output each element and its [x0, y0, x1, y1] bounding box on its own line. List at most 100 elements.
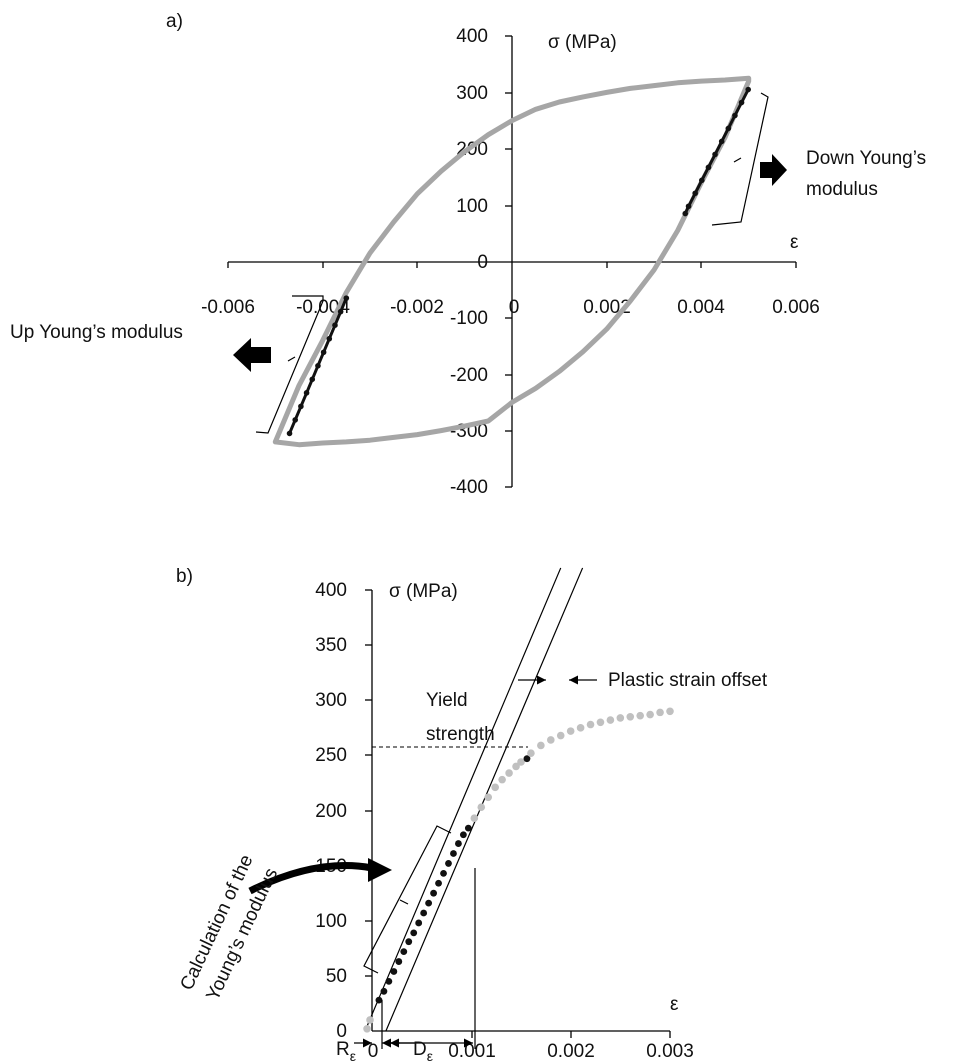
chart-b-y-tick-label: 200 — [315, 801, 347, 822]
chart-b-y-tick-label: 50 — [326, 966, 347, 987]
down-modulus-point — [725, 125, 732, 132]
gray-continuation-point — [512, 762, 520, 771]
panel-b-label: b) — [176, 566, 193, 587]
d-epsilon-sub: ε — [427, 1048, 433, 1063]
young-modulus-points-point — [395, 958, 403, 965]
down-modulus-point — [682, 210, 689, 217]
chart-b-xlabel: ε — [670, 994, 679, 1015]
chart-a-y-tick-label: 300 — [456, 83, 488, 104]
chart-a-x-tick-label: 0.006 — [772, 297, 820, 318]
gray-continuation-point — [517, 758, 525, 766]
up-modulus-point — [332, 322, 338, 329]
young-modulus-points-point — [385, 977, 393, 985]
up-modulus-point — [286, 430, 293, 437]
chart-a: a) σ (MPa) ε -0.006 -0.0 — [10, 11, 926, 498]
down-modulus-point — [699, 177, 705, 184]
young-modulus-points-point — [459, 831, 467, 839]
gray-continuation-point — [491, 783, 499, 792]
down-modulus-point — [738, 99, 745, 106]
young-modulus-points-point — [425, 899, 433, 907]
chart-a-xlabel: ε — [790, 232, 799, 253]
chart-b-x-tick-label: 0.002 — [547, 1041, 595, 1062]
plastic-offset-label: Plastic strain offset — [608, 670, 768, 691]
chart-a-y-tickmarks — [505, 35, 512, 488]
chart-a-x-tick-label: 0 — [509, 297, 520, 318]
gray-plateau-point — [666, 707, 674, 716]
young-modulus-points-point — [405, 938, 413, 946]
down-modulus-point — [692, 190, 698, 197]
gray-continuation-point — [498, 775, 506, 784]
gray-plateau-point — [646, 710, 654, 719]
chart-a-y-tick-label: 400 — [456, 26, 488, 47]
calculation-label: Calculation of the Young’s modulus — [176, 852, 282, 1004]
down-modulus-point — [685, 203, 692, 210]
up-modulus-point — [315, 362, 321, 369]
calculation-arrow-icon — [368, 858, 392, 882]
down-modulus-label-line2: modulus — [806, 179, 878, 200]
gray-plateau-point — [656, 708, 664, 717]
chart-a-x-tick-label: 0.004 — [677, 297, 725, 318]
chart-b-y-tick-label: 350 — [315, 635, 347, 656]
chart-a-x-tickmarks — [227, 262, 797, 268]
young-modulus-points-point — [450, 850, 457, 857]
gray-plateau-point — [527, 749, 535, 757]
up-modulus-point — [320, 349, 327, 356]
chart-b-ylabel: σ (MPa) — [389, 581, 458, 602]
down-modulus-label-line1: Down Young’s — [806, 148, 926, 169]
young-modulus-points-point — [400, 948, 408, 956]
chart-a-x-tick-label: -0.002 — [390, 297, 444, 318]
d-epsilon-main: D — [413, 1039, 427, 1060]
chart-a-ylabel: σ (MPa) — [548, 32, 617, 53]
gray-plateau-point — [616, 714, 625, 722]
gray-start-point — [366, 1016, 374, 1024]
gray-plateau-point — [566, 727, 575, 735]
gray-continuation-point — [477, 803, 486, 811]
offset-line — [385, 567, 584, 1032]
gray-continuation-point — [484, 793, 493, 802]
chart-a-x-ticklabels: -0.006 -0.004 -0.002 0 0.002 0.004 0.006 — [201, 297, 820, 318]
down-modulus-point — [712, 151, 718, 158]
yield-strength-label-line2: strength — [426, 724, 495, 745]
chart-b-x-tick-label: 0 — [368, 1041, 379, 1062]
up-modulus-label: Up Young’s modulus — [10, 322, 183, 343]
gray-continuation-point — [470, 814, 479, 823]
young-modulus-points-point — [410, 929, 418, 937]
r-epsilon-sub: ε — [350, 1048, 356, 1063]
young-modulus-points-point — [440, 869, 447, 877]
r-epsilon-main: R — [336, 1039, 350, 1060]
chart-b-y-ticklabels: 400 350 300 250 200 150 100 50 0 — [315, 580, 347, 1042]
chart-b-x-ticklabels: 0 0.001 0.002 0.003 — [368, 1041, 694, 1062]
young-modulus-points-point — [445, 860, 452, 867]
r-epsilon-label: Rε — [336, 1039, 356, 1063]
up-modulus-arrow-icon — [233, 338, 271, 372]
chart-b-y-tick-label: 0 — [336, 1021, 347, 1042]
chart-b-y-tick-label: 300 — [315, 690, 347, 711]
chart-a-x-tick-label: -0.006 — [201, 297, 255, 318]
elastic-line — [364, 567, 562, 1032]
gray-plateau-point — [576, 724, 585, 732]
young-modulus-points-point — [430, 889, 437, 897]
down-modulus-point — [705, 164, 712, 171]
up-modulus-point — [303, 390, 310, 396]
gray-plateau-point — [547, 736, 555, 744]
d-epsilon-label: Dε — [413, 1039, 433, 1063]
down-modulus-point — [745, 86, 751, 93]
gray-plateau-point — [537, 741, 545, 750]
chart-b-plot — [363, 567, 674, 1033]
gray-plateau-point — [596, 718, 605, 727]
chart-a-y-tick-label: -100 — [450, 308, 488, 329]
gray-plateau-point — [626, 712, 635, 721]
chart-b-y-tick-label: 250 — [315, 745, 347, 766]
young-modulus-points-point — [455, 840, 462, 847]
up-modulus-point — [326, 335, 333, 342]
down-modulus-bracket — [711, 92, 769, 226]
chart-b-x-tick-label: 0.001 — [448, 1041, 496, 1062]
gray-plateau-point — [636, 711, 644, 720]
young-modulus-bracket — [363, 825, 452, 974]
chart-b-y-tick-label: 100 — [315, 911, 347, 932]
young-modulus-points-point — [390, 968, 398, 975]
chart-a-y-tick-label: 0 — [477, 252, 488, 273]
young-modulus-points-point — [435, 879, 442, 887]
yield-point-point — [523, 755, 531, 763]
